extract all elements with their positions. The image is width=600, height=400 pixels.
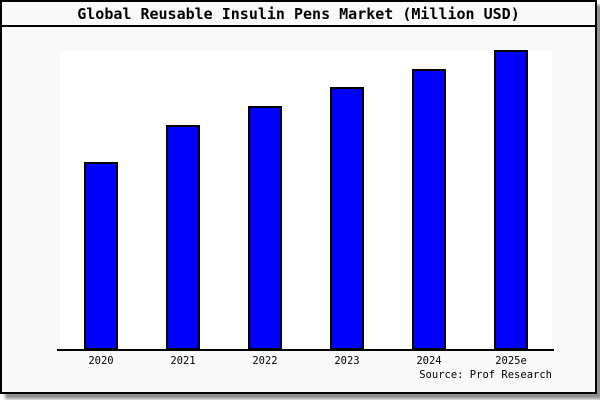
bar-2021 [166,125,200,350]
source-label: Source: Prof Research [419,369,552,381]
x-tick-label-2021: 2021 [170,355,196,367]
bar-2022 [248,106,282,350]
chart-title: Global Reusable Insulin Pens Market (Mil… [77,4,520,23]
x-tick-label-2023: 2023 [334,355,360,367]
bar-2023 [330,87,364,350]
x-axis-line [57,349,554,351]
x-tick-label-2020: 2020 [88,355,114,367]
title-bar: Global Reusable Insulin Pens Market (Mil… [2,2,595,27]
bar-2025e [494,50,528,350]
bars-layer [2,2,595,392]
x-tick-label-2022: 2022 [252,355,278,367]
bar-2024 [412,69,446,350]
x-tick-label-2025e: 2025e [495,355,527,367]
plot-area [60,51,552,350]
bar-2020 [84,162,118,350]
x-tick-label-2024: 2024 [416,355,442,367]
